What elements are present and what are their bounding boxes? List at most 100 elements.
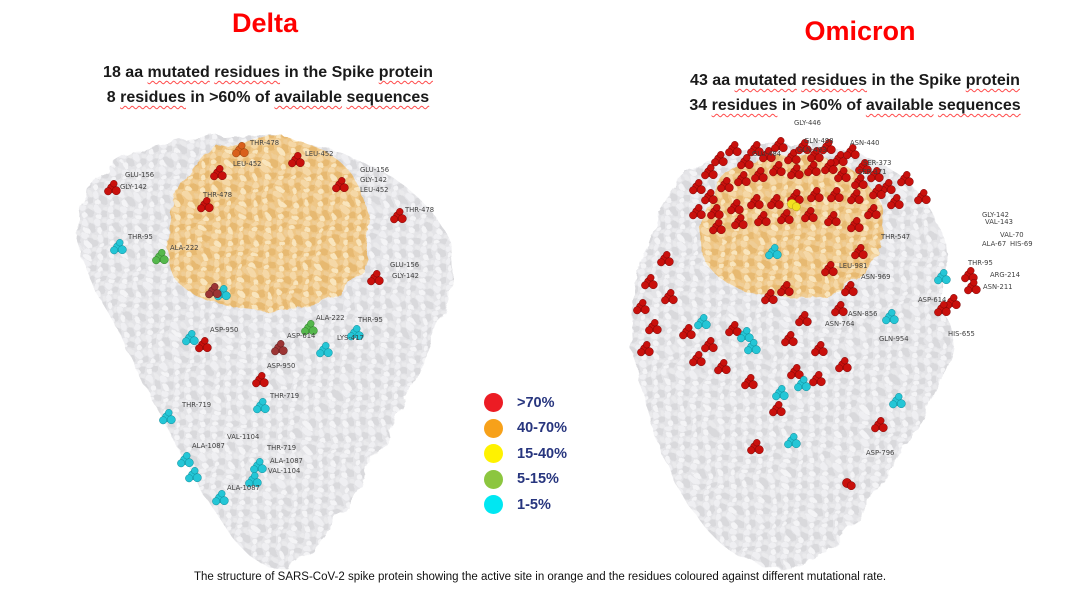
residue-sphere	[689, 186, 698, 195]
residue-cluster	[759, 147, 776, 163]
residue-sphere	[848, 287, 858, 297]
residue-sphere	[886, 185, 896, 195]
residue-sphere	[238, 142, 246, 150]
residue-sphere	[840, 167, 848, 175]
residue-sphere	[858, 250, 868, 260]
residue-label: GLY-446	[794, 119, 821, 127]
residue-sphere	[166, 415, 176, 425]
delta-structure-panel: GLU-156 GLY-142 THR-478 LEU-452 LEU-452 GLU-1…	[55, 128, 475, 573]
residue-cluster	[781, 331, 798, 347]
residue-sphere	[827, 159, 835, 167]
residue-sphere	[197, 204, 206, 213]
residue-sphere	[858, 180, 868, 190]
residue-sphere	[338, 177, 346, 185]
residue-sphere	[784, 156, 793, 165]
residue-sphere	[854, 195, 864, 205]
residue-sphere	[775, 161, 783, 169]
residue-sphere	[778, 143, 788, 153]
residue-sphere	[802, 317, 812, 327]
residue-sphere	[774, 200, 784, 210]
residue-sphere	[870, 204, 878, 212]
residue-sphere	[758, 173, 768, 183]
legend-swatch-icon	[484, 418, 503, 438]
omicron-stats-line2: 34 residues in >60% of available sequenc…	[620, 93, 1080, 118]
residue-sphere	[165, 409, 173, 417]
residue-sphere	[354, 331, 364, 341]
delta-stats-line1: 18 aa mutated residues in the Spike prot…	[28, 60, 508, 85]
stats-word-underlined: protein	[378, 64, 433, 81]
residue-sphere	[897, 178, 906, 187]
residue-sphere	[761, 217, 771, 227]
residue-sphere	[734, 178, 743, 187]
residue-sphere	[732, 327, 742, 337]
mutation-rate-legend: >70% 40-70% 15-40% 5-15% 1-5%	[484, 390, 567, 518]
residue-cluster	[711, 151, 728, 167]
residue-sphere	[192, 473, 202, 483]
residue-cluster	[182, 330, 199, 346]
residue-cluster	[827, 187, 844, 203]
residue-sphere	[828, 165, 838, 175]
residue-sphere	[731, 321, 739, 329]
stats-word-underlined: residues	[801, 72, 868, 89]
residue-sphere	[791, 202, 801, 212]
residue-cluster	[390, 208, 407, 224]
residue-label: ALA-1087	[227, 484, 260, 492]
residue-label: GLN-498	[804, 137, 834, 145]
residue-sphere	[775, 401, 783, 409]
residue-sphere	[818, 347, 828, 357]
residue-sphere	[111, 186, 121, 196]
residue-sphere	[851, 251, 860, 260]
residue-cluster	[253, 398, 270, 414]
residue-sphere	[769, 408, 778, 417]
residue-sphere	[110, 246, 119, 255]
residue-cluster	[747, 439, 764, 455]
residue-cluster	[869, 184, 886, 200]
residue-cluster	[744, 339, 761, 355]
residue-sphere	[689, 358, 698, 367]
residue-sphere	[743, 154, 751, 162]
residue-sphere	[821, 268, 830, 277]
residue-sphere	[777, 288, 786, 297]
residue-cluster	[787, 364, 804, 380]
residue-sphere	[941, 275, 951, 285]
residue-label: ASP-614	[287, 332, 315, 340]
residue-sphere	[914, 196, 923, 205]
legend-item-label: 5-15%	[517, 471, 559, 488]
residue-sphere	[753, 439, 761, 447]
residue-sphere	[679, 331, 688, 340]
residue-label: THR-719	[181, 401, 211, 409]
residue-cluster	[661, 289, 678, 305]
residue-label: ASN-440	[850, 139, 879, 147]
residue-sphere	[783, 209, 791, 217]
omicron-title: Omicron	[804, 16, 916, 46]
residue-sphere	[277, 340, 285, 348]
residue-sphere	[667, 289, 675, 297]
residue-sphere	[158, 249, 166, 257]
residue-sphere	[934, 308, 943, 317]
residue-sphere	[307, 320, 315, 328]
legend-item: 5-15%	[484, 467, 567, 493]
residue-sphere	[766, 153, 776, 163]
residue-cluster	[725, 141, 742, 157]
residue-sphere	[767, 201, 776, 210]
residue-sphere	[759, 154, 768, 163]
residue-cluster	[734, 171, 751, 187]
residue-sphere	[239, 148, 249, 158]
residue-sphere	[390, 215, 399, 224]
residue-sphere	[221, 291, 231, 301]
residue-cluster	[777, 209, 794, 225]
residue-sphere	[641, 281, 650, 290]
residue-sphere	[861, 159, 869, 167]
residue-sphere	[252, 478, 262, 488]
residue-cluster	[754, 211, 771, 227]
residue-cluster	[195, 337, 212, 353]
stats-word: in the Spike	[280, 64, 379, 81]
residue-cluster	[795, 311, 812, 327]
residue-cluster	[747, 194, 764, 210]
residue-sphere	[707, 189, 715, 197]
residue-sphere	[807, 207, 815, 215]
residue-sphere	[824, 218, 833, 227]
residue-sphere	[871, 424, 880, 433]
residue-sphere	[741, 381, 750, 390]
residue-sphere	[921, 195, 931, 205]
